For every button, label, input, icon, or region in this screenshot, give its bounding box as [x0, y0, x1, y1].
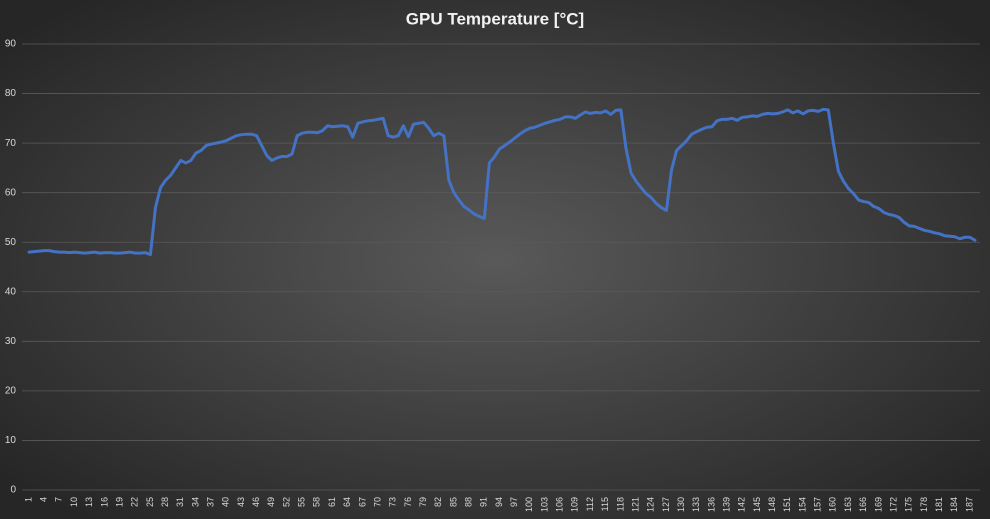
x-tick-label: 58: [312, 497, 322, 507]
y-tick-label: 80: [5, 88, 17, 99]
x-tick-label: 85: [448, 497, 458, 507]
x-tick-label: 73: [388, 497, 398, 507]
x-tick-label: 13: [84, 497, 94, 507]
x-tick-label: 79: [418, 497, 428, 507]
x-tick-label: 124: [646, 497, 656, 512]
x-tick-label: 52: [281, 497, 291, 507]
x-tick-label: 151: [782, 497, 792, 512]
x-tick-label: 31: [175, 497, 185, 507]
x-tick-label: 19: [114, 497, 124, 507]
x-tick-label: 22: [130, 497, 140, 507]
x-tick-label: 130: [676, 497, 686, 512]
x-tick-label: 46: [251, 497, 261, 507]
x-tick-label: 37: [205, 497, 215, 507]
x-tick-label: 148: [767, 497, 777, 512]
x-tick-label: 103: [539, 497, 549, 512]
x-tick-label: 7: [54, 497, 64, 502]
y-tick-label: 90: [5, 39, 17, 50]
x-tick-label: 163: [843, 497, 853, 512]
x-tick-label: 121: [630, 497, 640, 512]
x-tick-label: 136: [706, 497, 716, 512]
x-tick-label: 10: [69, 497, 79, 507]
x-tick-label: 139: [721, 497, 731, 512]
x-tick-label: 55: [297, 497, 307, 507]
x-tick-label: 175: [904, 497, 914, 512]
x-tick-label: 76: [403, 497, 413, 507]
x-tick-label: 166: [858, 497, 868, 512]
y-tick-label: 60: [5, 187, 17, 198]
x-tick-label: 142: [737, 497, 747, 512]
x-tick-label: 97: [509, 497, 519, 507]
x-tick-label: 187: [964, 497, 974, 512]
x-tick-label: 49: [266, 497, 276, 507]
x-tick-label: 169: [873, 497, 883, 512]
x-tick-label: 16: [99, 497, 109, 507]
x-tick-label: 43: [236, 497, 246, 507]
x-tick-label: 4: [39, 497, 49, 502]
y-tick-label: 20: [5, 386, 17, 397]
x-tick-label: 25: [145, 497, 155, 507]
y-tick-label: 40: [5, 286, 17, 297]
x-tick-label: 100: [524, 497, 534, 512]
x-tick-label: 67: [357, 497, 367, 507]
x-tick-label: 28: [160, 497, 170, 507]
x-tick-label: 178: [919, 497, 929, 512]
y-tick-label: 0: [10, 485, 16, 496]
x-tick-label: 160: [828, 497, 838, 512]
y-tick-label: 70: [5, 138, 17, 149]
x-tick-label: 154: [797, 497, 807, 512]
x-tick-label: 115: [600, 497, 610, 511]
x-tick-label: 40: [221, 497, 231, 507]
x-tick-label: 34: [190, 497, 200, 507]
x-tick-label: 184: [949, 497, 959, 512]
x-tick-label: 133: [691, 497, 701, 512]
x-tick-label: 91: [479, 497, 489, 507]
chart-title: GPU Temperature [°C]: [406, 9, 584, 28]
x-tick-label: 172: [888, 497, 898, 512]
x-tick-label: 1: [23, 497, 33, 502]
x-tick-label: 88: [463, 497, 473, 507]
y-tick-label: 30: [5, 336, 17, 347]
x-tick-label: 127: [661, 497, 671, 512]
x-tick-label: 181: [934, 497, 944, 512]
x-tick-label: 82: [433, 497, 443, 507]
x-tick-label: 112: [585, 497, 595, 511]
x-tick-label: 61: [327, 497, 337, 507]
x-tick-label: 64: [342, 497, 352, 507]
x-tick-label: 157: [813, 497, 823, 512]
x-tick-label: 145: [752, 497, 762, 512]
y-tick-label: 50: [5, 237, 17, 248]
temperature-line: [27, 107, 977, 257]
x-tick-label: 94: [494, 497, 504, 507]
x-tick-label: 106: [555, 497, 565, 512]
x-tick-label: 70: [372, 497, 382, 507]
y-tick-label: 10: [5, 435, 17, 446]
x-tick-label: 109: [570, 497, 580, 512]
x-tick-label: 118: [615, 497, 625, 511]
